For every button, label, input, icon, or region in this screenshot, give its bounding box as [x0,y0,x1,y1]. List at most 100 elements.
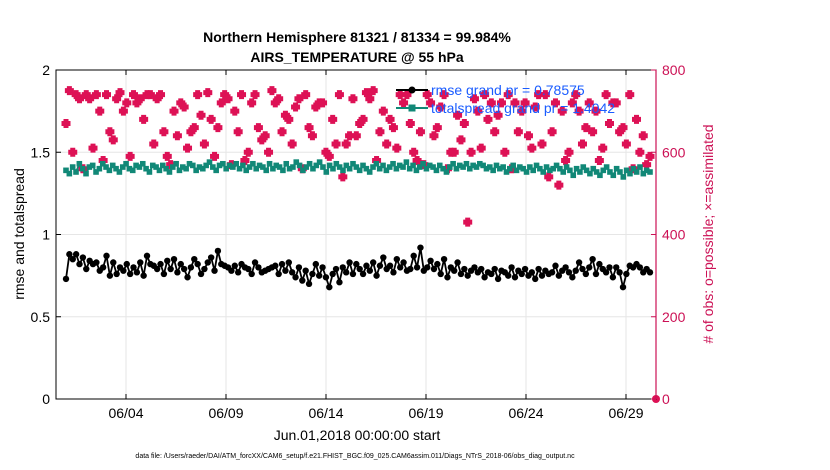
data-point [427,257,434,265]
data-point [288,269,296,276]
data-point [206,159,213,165]
obs-point [567,98,577,108]
data-point [200,165,206,172]
data-point [346,165,353,172]
y2-tick-label: 0 [662,391,670,407]
data-point [416,164,423,170]
obs-point [517,106,527,116]
data-point [410,252,417,260]
data-point [562,264,569,271]
data-point [126,270,134,278]
data-point [383,167,390,174]
obs-point [203,88,213,98]
obs-point [162,151,172,161]
data-point [353,164,360,170]
obs-point [216,98,226,108]
obs-point [601,90,611,100]
obs-point [88,143,98,153]
series-rmse [62,244,654,291]
data-point [149,162,156,169]
data-point [123,260,130,268]
data-point [295,264,303,271]
data-point [76,160,83,167]
data-point [610,172,617,179]
obs-point [459,118,469,128]
obs-point [122,98,132,108]
obs-point [476,143,486,153]
obs-point [638,131,648,141]
obs-point [304,123,314,133]
obs-point [409,147,419,157]
data-point [589,255,596,263]
data-point [236,165,243,172]
obs-point [267,86,277,96]
data-point [390,269,397,276]
data-point [290,164,296,170]
data-point [637,164,643,170]
data-point [623,270,630,278]
data-point [503,169,510,175]
data-point [396,162,403,169]
obs-point [378,106,388,116]
data-point [310,165,316,172]
data-point [177,260,184,268]
obs-point [557,106,567,116]
data-point [580,164,587,170]
data-point [366,169,373,175]
obs-point [274,94,284,104]
obs-point [591,106,601,116]
data-point [393,165,400,172]
obs-point [253,123,263,133]
obs-point [318,98,328,108]
data-point [570,172,577,179]
data-point [173,160,179,167]
data-point [214,247,222,255]
obs-point [287,139,297,149]
data-point [133,269,141,276]
data-point [329,270,336,278]
data-point [193,167,199,174]
obs-point [243,147,253,157]
data-point [613,264,620,271]
data-point [386,262,394,269]
obs-point [432,123,442,133]
obs-point [415,127,425,137]
obs-point [233,127,243,137]
data-point [333,160,340,167]
obs-point [139,114,149,124]
data-point [169,164,176,170]
data-point [617,169,623,175]
legend-label-spread: totalspread grand pr = 1.4042 [431,100,615,116]
obs-point [463,217,473,227]
data-point [146,169,153,175]
data-point [456,162,463,169]
data-point [592,270,600,278]
obs-point [230,106,240,116]
data-point [602,269,610,276]
data-point [575,259,583,266]
data-point [69,255,76,263]
obs-point [436,102,446,112]
data-point [330,165,336,172]
data-point [535,265,542,273]
data-point [363,262,370,269]
obs-point [540,90,550,100]
data-point [478,265,485,273]
obs-point [75,94,85,104]
y-tick-label: 0.5 [31,309,51,325]
data-point [380,254,387,261]
obs-point [102,90,112,100]
data-point [183,165,189,172]
data-point [363,165,370,172]
data-point [376,262,384,269]
data-point [203,162,209,169]
obs-point [642,160,652,170]
footer-data-file: data file: /Users/raeder/DAI/ATM_forcXX/… [135,453,575,460]
obs-point [621,139,631,149]
data-point [320,164,326,170]
obs-point [250,90,260,100]
data-point [140,272,147,279]
data-point [620,174,627,180]
y-tick-label: 0 [42,391,50,407]
